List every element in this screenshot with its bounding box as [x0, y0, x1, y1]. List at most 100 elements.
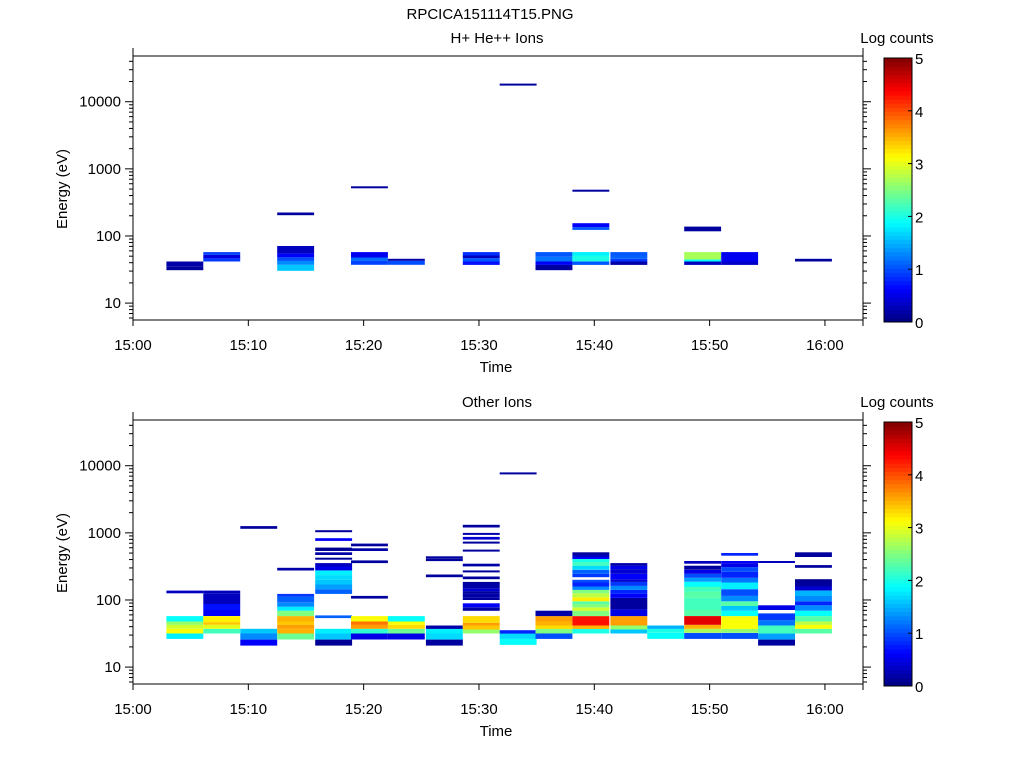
- colorbar-segment: [884, 574, 912, 580]
- heatmap-cell: [387, 624, 425, 629]
- heatmap-cell: [387, 628, 425, 634]
- colorbar-segment: [884, 591, 912, 596]
- colorbar-segment: [884, 516, 912, 522]
- colorbar-segment: [884, 595, 912, 600]
- heatmap-cell: [610, 255, 648, 259]
- heatmap-cell: [795, 621, 832, 625]
- heatmap-cell: [387, 258, 425, 261]
- colorbar-segment: [884, 185, 912, 191]
- colorbar-segment: [884, 198, 912, 203]
- heatmap-cell: [721, 595, 759, 602]
- heatmap-cell: [462, 524, 500, 528]
- heatmap-cell: [351, 257, 388, 261]
- heatmap-cell: [351, 560, 388, 564]
- panel-title: Other Ions: [462, 394, 532, 411]
- colorbar-tick-label: 3: [915, 157, 923, 174]
- colorbar-segment: [884, 272, 912, 278]
- y-tick-label: 1000: [88, 161, 121, 178]
- heatmap-cell: [795, 628, 832, 634]
- heatmap-cell: [240, 526, 278, 529]
- heatmap-cell: [572, 601, 610, 604]
- colorbar-segment: [884, 103, 912, 108]
- heatmap-cell: [610, 598, 648, 610]
- heatmap-cell: [535, 264, 573, 271]
- colorbar: 0 1 2 3 4 5: [883, 51, 923, 332]
- colorbar-segment: [884, 305, 912, 311]
- colorbar-segment: [884, 438, 912, 444]
- heatmap-cell: [610, 629, 648, 634]
- heatmap-cell: [684, 569, 722, 574]
- y-axis-label: Energy (eV): [54, 513, 71, 593]
- colorbar-segment: [884, 157, 912, 162]
- colorbar-segment: [884, 512, 912, 518]
- heatmap-cell: [795, 605, 832, 611]
- heatmap-cell: [203, 254, 241, 259]
- heatmap-cell: [795, 610, 832, 617]
- colorbar-segment: [884, 640, 912, 646]
- heatmap-cell: [684, 598, 722, 604]
- heatmap-cell: [610, 258, 648, 262]
- heatmap-cell: [277, 616, 315, 622]
- colorbar-segment: [884, 218, 912, 224]
- colorbar-segment: [884, 587, 912, 592]
- heatmap-cell: [721, 589, 759, 596]
- colorbar-segment: [884, 82, 912, 88]
- heatmap-cell: [315, 563, 353, 567]
- heatmap-cell: [203, 598, 241, 604]
- heatmap-cell: [721, 610, 759, 617]
- heatmap-cell: [535, 625, 573, 629]
- heatmap-cell: [462, 536, 500, 540]
- colorbar-segment: [884, 450, 912, 456]
- heatmap-cell: [277, 567, 315, 571]
- heatmap-cell: [351, 624, 388, 629]
- colorbar-segment: [884, 165, 912, 170]
- heatmap-cell: [572, 552, 610, 555]
- heatmap-cell: [277, 253, 315, 258]
- heatmap-cell: [277, 602, 315, 607]
- colorbar-segment: [884, 496, 912, 501]
- heatmap-cell: [240, 639, 278, 646]
- y-tick-label: 10000: [79, 458, 121, 475]
- heatmap-cell: [203, 624, 241, 629]
- heatmap-cell: [572, 573, 610, 578]
- colorbar-segment: [884, 537, 912, 543]
- colorbar-segment: [884, 173, 912, 179]
- colorbar-segment: [884, 657, 912, 662]
- colorbar-segment: [884, 227, 912, 232]
- x-tick-label: 15:50: [691, 701, 729, 718]
- heatmap-cell: [610, 616, 648, 626]
- y-tick-label: 10: [104, 659, 121, 676]
- heatmap-cell: [572, 252, 610, 256]
- colorbar-segment: [884, 632, 912, 637]
- colorbar-segment: [884, 128, 912, 133]
- heatmap-cell: [315, 639, 353, 646]
- colorbar-segment: [884, 251, 912, 257]
- heatmap-cell: [572, 557, 610, 559]
- colorbar-tick-label: 4: [915, 468, 923, 485]
- heatmap-cell: [795, 565, 832, 568]
- heatmap-cell: [166, 590, 204, 594]
- colorbar-segment: [884, 313, 912, 319]
- colorbar-segment: [884, 562, 912, 567]
- heatmap-cell: [795, 579, 832, 583]
- x-tick-label: 15:10: [230, 337, 268, 354]
- heatmap-cell: [684, 604, 722, 610]
- colorbar-segment: [884, 661, 912, 666]
- x-axis-label: Time: [480, 723, 513, 740]
- heatmap-cell: [462, 576, 500, 580]
- colorbar-segment: [884, 521, 912, 526]
- colorbar-segment: [884, 284, 912, 290]
- colorbar-segment: [884, 558, 912, 563]
- heatmap-cell: [166, 266, 204, 271]
- heatmap-cell: [795, 624, 832, 629]
- colorbar-segment: [884, 475, 912, 481]
- heatmap-cell: [610, 563, 648, 566]
- heatmap-cell: [684, 261, 722, 265]
- y-tick-label: 1000: [88, 525, 121, 542]
- heatmap-cell: [535, 616, 573, 622]
- heatmap-cell: [425, 558, 463, 562]
- heatmap-cell: [610, 585, 648, 590]
- heatmap-cell: [684, 573, 722, 578]
- heatmap-cell: [572, 582, 610, 587]
- heatmap-cell: [462, 261, 500, 265]
